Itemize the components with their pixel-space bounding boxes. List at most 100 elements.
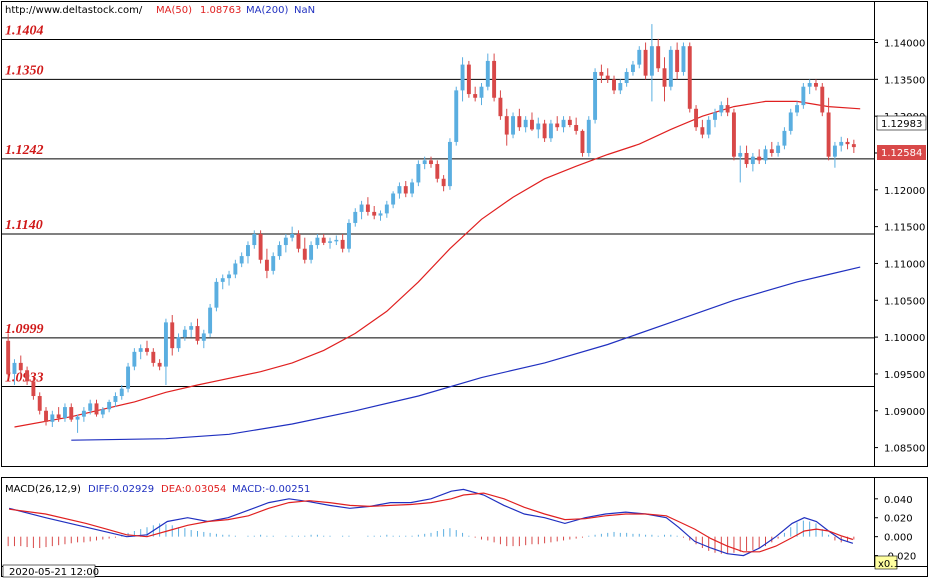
price-tick-label-7: 1.10500 xyxy=(884,296,925,307)
candle-body-38 xyxy=(246,245,250,257)
level-label-5: 1.0933 xyxy=(5,370,44,385)
last-price-badge: 1.12584 xyxy=(881,148,922,159)
level-label-3: 1.1140 xyxy=(5,218,43,233)
candle-body-115 xyxy=(731,112,736,157)
zoom-button-bg[interactable] xyxy=(874,555,898,570)
candle-body-91 xyxy=(580,130,585,153)
candle-body-100 xyxy=(637,49,642,65)
ma50-value: 1.08763 xyxy=(200,5,241,16)
candle-body-39 xyxy=(252,234,257,246)
candle-body-125 xyxy=(795,105,800,113)
candle-body-63 xyxy=(403,186,408,194)
candle-body-15 xyxy=(100,409,105,415)
candle-body-29 xyxy=(189,326,194,330)
candle-body-127 xyxy=(807,83,812,87)
date-label-bg xyxy=(2,564,96,578)
candle-body-90 xyxy=(574,124,579,131)
candle-body-64 xyxy=(410,182,415,194)
candle-body-2 xyxy=(18,362,23,371)
candle-body-103 xyxy=(656,46,661,69)
candle-body-9 xyxy=(62,407,67,419)
candle-body-12 xyxy=(81,410,86,417)
candle-body-98 xyxy=(624,71,629,84)
candle-body-110 xyxy=(700,127,705,135)
candle-body-32 xyxy=(208,307,213,334)
macd-dea-line xyxy=(9,492,854,553)
candle-body-1 xyxy=(12,362,17,374)
candle-body-85 xyxy=(542,123,547,139)
last-price-badge-bg xyxy=(877,145,926,160)
candle-body-107 xyxy=(681,46,686,72)
price-tick-label-4: 1.12000 xyxy=(884,186,925,197)
candle-body-51 xyxy=(328,241,332,243)
candle-body-26 xyxy=(170,322,175,349)
header-url[interactable]: http://www.deltastock.com/ xyxy=(5,5,143,16)
price-tick-label-6: 1.11000 xyxy=(884,259,925,270)
price-tick-label-11: 1.08500 xyxy=(884,444,925,455)
candle-body-83 xyxy=(530,119,534,130)
macd-tick-label-2: 0.000 xyxy=(884,533,913,544)
candle-body-101 xyxy=(643,49,648,76)
macd-title: MACD(26,12,9) xyxy=(5,484,81,495)
candle-body-34 xyxy=(220,278,225,282)
candle-body-93 xyxy=(593,71,598,120)
macd-axis-ticks: 0.040 0.020 0.000 -0.020 xyxy=(874,495,916,563)
prev-price-badge: 1.12983 xyxy=(881,119,922,130)
candle-body-96 xyxy=(612,79,616,91)
candle-body-49 xyxy=(315,237,320,246)
candle-body-113 xyxy=(719,105,724,113)
ma200-label: MA(200) xyxy=(246,5,288,16)
zoom-button[interactable]: x0.1 xyxy=(878,559,900,570)
macd-tick-label-3: -0.020 xyxy=(884,552,916,563)
candle-body-8 xyxy=(56,414,61,419)
candle-body-74 xyxy=(473,94,478,98)
macd-axis-frame xyxy=(874,477,928,567)
candle-body-109 xyxy=(694,108,699,128)
candle-body-33 xyxy=(214,281,219,308)
candle-body-132 xyxy=(839,141,844,146)
candle-body-65 xyxy=(416,164,421,183)
candle-body-55 xyxy=(353,211,358,223)
candle-body-121 xyxy=(769,149,774,153)
candle-body-87 xyxy=(555,123,560,128)
candle-body-105 xyxy=(668,49,673,87)
candle-body-97 xyxy=(618,83,623,91)
candle-body-43 xyxy=(277,245,282,257)
candle-body-79 xyxy=(504,116,509,135)
candle-body-18 xyxy=(119,388,124,397)
prev-price-badge-bg xyxy=(876,115,927,131)
candle-body-66 xyxy=(422,160,427,165)
level-label-0: 1.1404 xyxy=(5,24,44,39)
candle-body-111 xyxy=(706,119,711,135)
candle-body-99 xyxy=(630,64,635,72)
candle-body-27 xyxy=(176,337,181,349)
candle-body-36 xyxy=(233,263,238,275)
macd-dea: DEA:0.03054 xyxy=(161,484,226,495)
candle-body-71 xyxy=(454,90,459,142)
candle-body-47 xyxy=(302,248,307,260)
candle-body-126 xyxy=(801,86,806,106)
candle-body-23 xyxy=(151,351,156,363)
candle-body-95 xyxy=(605,75,610,80)
level-label-1: 1.1350 xyxy=(5,63,44,78)
candle-body-11 xyxy=(75,416,80,420)
ma200-series xyxy=(71,266,861,441)
candle-body-82 xyxy=(523,119,528,128)
candle-body-118 xyxy=(750,156,755,165)
candle-body-76 xyxy=(485,60,490,87)
candle-body-54 xyxy=(346,222,351,249)
candle-body-116 xyxy=(738,152,743,157)
candle-body-92 xyxy=(586,119,591,153)
candle-body-52 xyxy=(334,239,339,242)
candle-body-53 xyxy=(340,239,345,249)
candle-body-41 xyxy=(264,259,269,271)
candle-body-112 xyxy=(713,112,717,120)
macd-panel-frame xyxy=(1,477,875,567)
candle-body-77 xyxy=(492,60,497,98)
candle-body-133 xyxy=(845,141,850,145)
candle-body-108 xyxy=(687,46,692,109)
candle-body-119 xyxy=(757,156,762,161)
bottom-strip xyxy=(1,566,928,577)
candle-body-42 xyxy=(271,256,276,271)
candle-body-86 xyxy=(548,123,553,139)
